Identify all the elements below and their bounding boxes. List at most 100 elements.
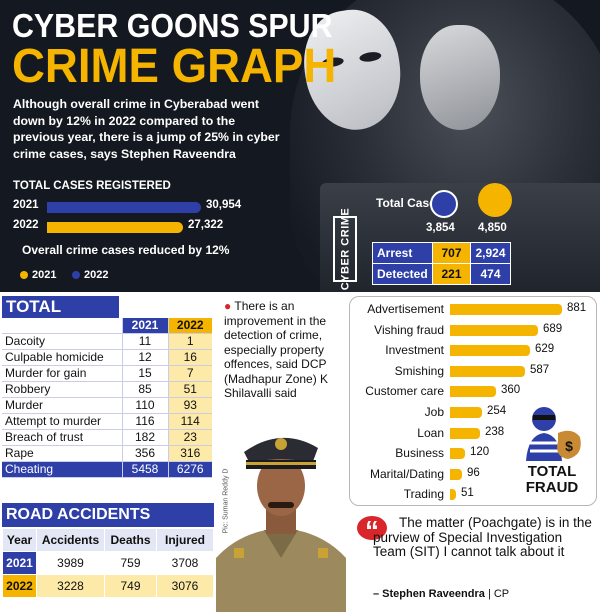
total-crime-row: Murder for gain 15 7 xyxy=(2,365,212,383)
fraud-value: 96 xyxy=(467,466,480,479)
legend-item-2021: 2021 xyxy=(20,269,56,281)
total-crime-2021: 110 xyxy=(121,397,168,415)
legend-label-2022: 2022 xyxy=(84,269,109,281)
cyber-row-label: Arrest xyxy=(372,242,433,264)
fraud-bar xyxy=(450,468,462,480)
cp-quote-author-role: | CP xyxy=(487,588,510,600)
circle-2022 xyxy=(478,183,512,217)
legend-dot-2022 xyxy=(72,271,80,279)
total-crime-table: 2021 2022 Dacoity 11 1 Culpable homicide 12 1… xyxy=(2,318,212,479)
fraud-label: Job xyxy=(424,405,444,419)
road-accidents-title: ROAD ACCIDENTS xyxy=(2,503,214,527)
total-crime-header-2022: 2022 xyxy=(167,318,212,335)
cyber-crime-label: CYBER CRIME xyxy=(333,208,357,290)
total-crime-2022: 6276 xyxy=(167,461,212,479)
cyber-cell-2021: 707 xyxy=(432,242,471,264)
fraud-value: 238 xyxy=(485,425,505,438)
total-crime-label: Culpable homicide xyxy=(2,349,122,367)
total-cases-2021: 3,854 xyxy=(426,222,455,234)
ra-cell-deaths: 749 xyxy=(104,574,157,598)
total-crime-label: Cheating xyxy=(2,461,122,479)
total-crime-2022: 51 xyxy=(167,381,212,399)
fraud-value: 254 xyxy=(487,405,507,417)
officer-quote: ● There is an improvement in the detecti… xyxy=(224,299,344,401)
red-bullet-icon: ● xyxy=(224,299,232,313)
bar-label-2022: 2022 xyxy=(13,219,39,231)
total-crime-2022: 93 xyxy=(167,397,212,415)
total-crime-2022: 316 xyxy=(167,445,212,463)
total-crime-2021: 356 xyxy=(121,445,168,463)
fraud-label: Customer care xyxy=(365,384,444,399)
ra-cell-year: 2021 xyxy=(2,551,37,575)
cp-quote: “ The matter (Poachgate) is in the purvi… xyxy=(357,512,597,610)
total-crime-2021: 15 xyxy=(121,365,168,383)
total-crime-header-row: 2021 2022 xyxy=(2,318,212,335)
ra-header-accidents: Accidents xyxy=(36,528,105,552)
ra-row-2022: 2022 3228 749 3076 xyxy=(2,574,214,598)
total-cases-label: Total Cases xyxy=(376,196,442,211)
ra-header-year: Year xyxy=(2,528,37,552)
fraud-label: Advertisement xyxy=(367,302,444,316)
total-crime-2021: 12 xyxy=(121,349,168,367)
ra-cell-deaths: 759 xyxy=(104,551,157,575)
total-crime-label: Murder for gain xyxy=(2,365,122,383)
ra-cell-accidents: 3228 xyxy=(36,574,105,598)
cyber-cell-2021: 221 xyxy=(432,263,471,285)
cyber-row-detected: Detected 221 474 xyxy=(372,263,511,285)
total-crime-label: Attempt to murder xyxy=(2,413,122,431)
total-crime-2021: 5458 xyxy=(121,461,168,479)
total-crime-row: Dacoity 11 1 xyxy=(2,333,212,351)
fraud-value: 689 xyxy=(543,322,563,335)
fraud-bar xyxy=(450,489,456,501)
road-accidents-header-row: Year Accidents Deaths Injured xyxy=(2,528,214,552)
circle-2021 xyxy=(430,190,458,218)
cyber-cell-2022: 2,924 xyxy=(470,242,511,264)
cp-quote-author: – Stephen Raveendra | CP xyxy=(373,588,509,600)
reduced-note: Overall crime cases reduced by 12% xyxy=(22,243,230,257)
bar-value-2021: 30,954 xyxy=(206,199,242,211)
cyber-crime-table: Arrest 707 2,924 Detected 221 474 xyxy=(372,242,511,285)
total-crime-row: Culpable homicide 12 16 xyxy=(2,349,212,367)
hidden-face-illustration xyxy=(420,25,500,130)
fraud-bar xyxy=(450,448,465,460)
total-crime-label: Robbery xyxy=(2,381,122,399)
total-crime-row: Murder 110 93 xyxy=(2,397,212,415)
fraud-label: Investment xyxy=(385,343,444,358)
total-crime-2022: 23 xyxy=(167,429,212,447)
total-fraud-title: TOTAL FRAUD xyxy=(525,463,579,496)
cp-quote-author-name: – Stephen Raveendra xyxy=(373,588,485,600)
legend-dot-2021 xyxy=(20,271,28,279)
bar-label-2021: 2021 xyxy=(13,199,39,211)
fraud-label: Business xyxy=(395,446,444,461)
total-crime-label: Murder xyxy=(2,397,122,415)
cp-quote-text: The matter (Poachgate) is in the purview… xyxy=(373,515,592,559)
fraud-value: 881 xyxy=(567,302,587,314)
fraud-bar xyxy=(450,386,496,398)
fraud-value: 360 xyxy=(501,384,521,397)
total-crime-title: TOTAL CRIME xyxy=(2,296,119,338)
cyber-row-arrest: Arrest 707 2,924 xyxy=(372,242,511,264)
cyber-row-label: Detected xyxy=(372,263,433,285)
total-crime-2022: 16 xyxy=(167,349,212,367)
total-crime-row: Breach of trust 182 23 xyxy=(2,429,212,447)
total-crime-row: Rape 356 316 xyxy=(2,445,212,463)
legend-item-2022: 2022 xyxy=(72,269,108,281)
fraud-label: Marital/Dating xyxy=(369,466,444,481)
headline-line1: CYBER GOONS SPUR xyxy=(12,7,333,44)
total-crime-header-2021: 2021 xyxy=(121,318,168,335)
fraud-bar xyxy=(450,304,562,315)
total-crime-2021: 85 xyxy=(121,381,168,399)
total-crime-label: Breach of trust xyxy=(2,429,122,447)
total-fraud-panel xyxy=(349,296,597,506)
ra-row-2021: 2021 3989 759 3708 xyxy=(2,551,214,575)
fraud-label: Vishing fraud xyxy=(374,322,444,337)
ra-header-deaths: Deaths xyxy=(104,528,157,552)
total-crime-row: Cheating 5458 6276 xyxy=(2,461,212,479)
ra-cell-injured: 3076 xyxy=(156,574,214,598)
thief-icon: $ xyxy=(526,407,581,461)
police-officer-photo xyxy=(216,437,346,612)
total-cases-title: TOTAL CASES REGISTERED xyxy=(13,180,171,192)
fraud-bar xyxy=(450,407,482,418)
total-crime-2021: 11 xyxy=(121,333,168,351)
quote-icon: “ xyxy=(357,516,387,546)
